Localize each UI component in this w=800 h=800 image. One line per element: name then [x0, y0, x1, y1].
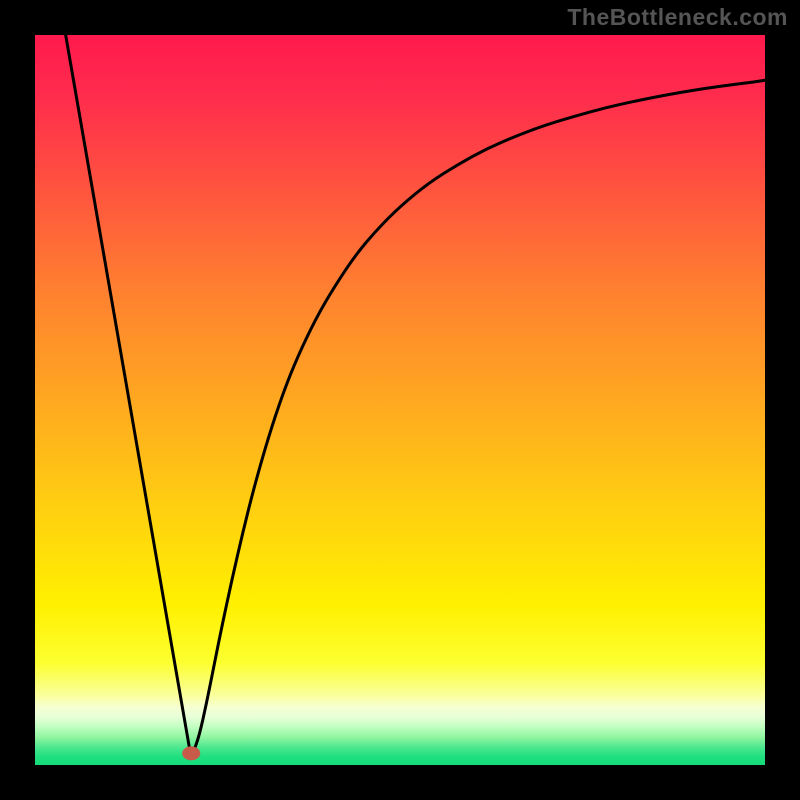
trough-marker — [182, 746, 200, 760]
watermark-text: TheBottleneck.com — [567, 4, 788, 31]
chart-frame: TheBottleneck.com — [0, 0, 800, 800]
plot-area — [35, 35, 765, 765]
gradient-background — [35, 35, 765, 765]
chart-svg — [35, 35, 765, 765]
